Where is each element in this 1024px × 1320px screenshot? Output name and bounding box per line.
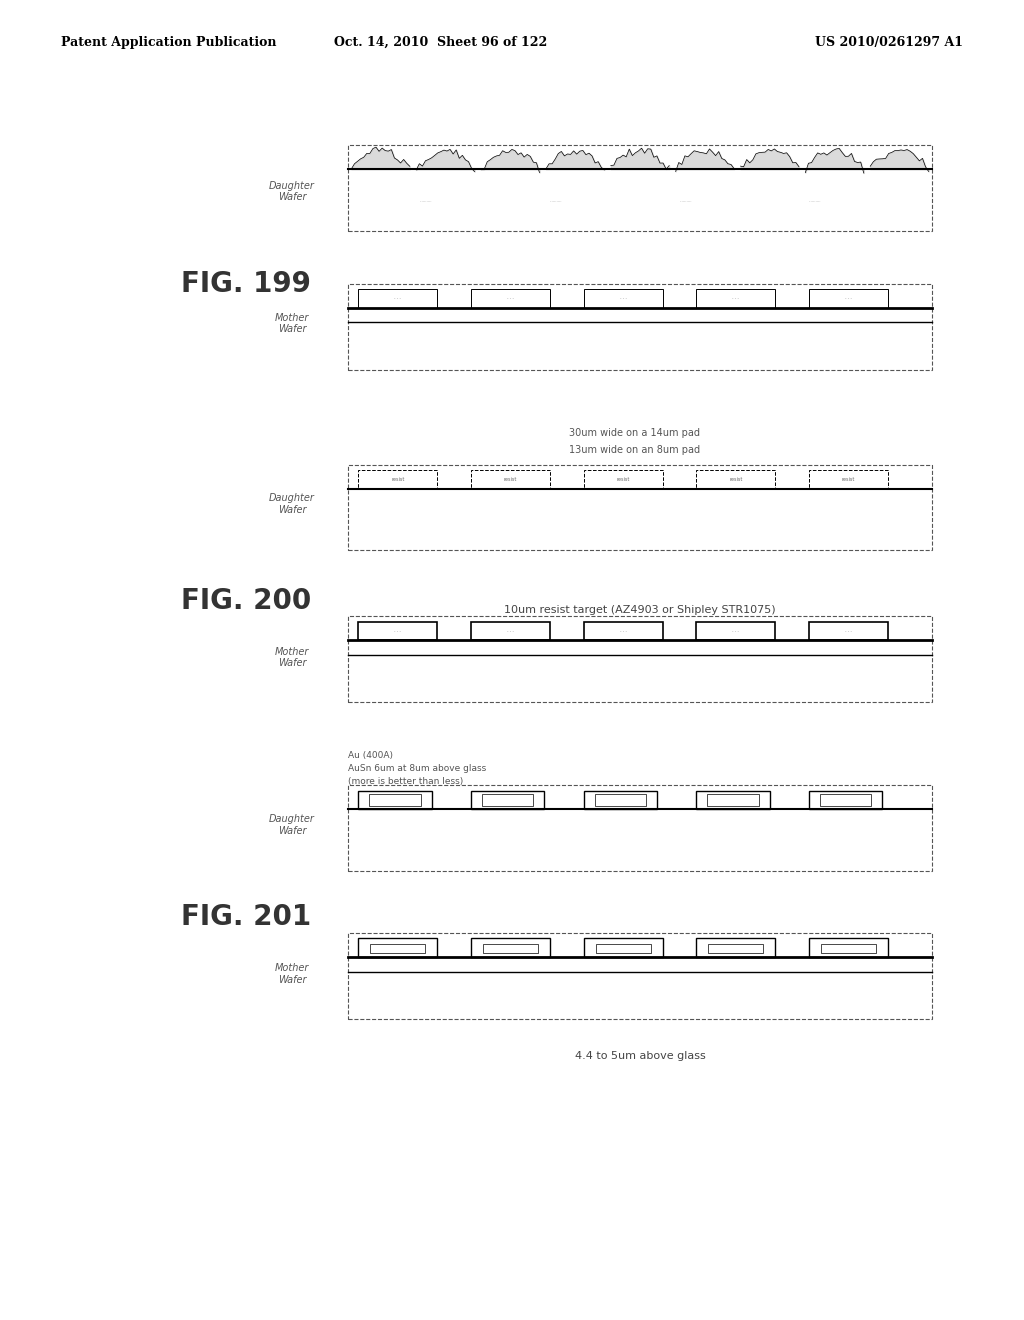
- Bar: [348, 284, 932, 370]
- Text: FIG. 200: FIG. 200: [180, 586, 311, 615]
- Bar: [358, 939, 437, 957]
- Text: US 2010/0261297 A1: US 2010/0261297 A1: [814, 36, 963, 49]
- Text: resist: resist: [616, 477, 630, 482]
- Bar: [471, 289, 550, 308]
- Text: ..........: ..........: [679, 199, 691, 203]
- Bar: [348, 933, 932, 1019]
- Text: 13um wide on an 8um pad: 13um wide on an 8um pad: [569, 445, 700, 455]
- Bar: [584, 791, 657, 809]
- Bar: [358, 791, 432, 809]
- Bar: [471, 939, 550, 957]
- Text: 30um wide on a 14um pad: 30um wide on a 14um pad: [569, 428, 700, 438]
- Text: - - -: - - -: [394, 630, 401, 634]
- Text: - - -: - - -: [507, 297, 514, 301]
- Bar: [696, 791, 770, 809]
- Bar: [696, 289, 775, 308]
- Bar: [595, 795, 646, 805]
- Text: Mother
Wafer: Mother Wafer: [274, 964, 309, 985]
- Text: AuSn 6um at 8um above glass: AuSn 6um at 8um above glass: [348, 764, 486, 772]
- Bar: [584, 939, 663, 957]
- Bar: [471, 622, 550, 640]
- Text: FIG. 201: FIG. 201: [180, 903, 311, 932]
- Bar: [371, 944, 425, 953]
- Text: resist: resist: [842, 477, 855, 482]
- Text: ..........: ..........: [550, 199, 562, 203]
- Text: - - -: - - -: [620, 297, 627, 301]
- Bar: [482, 795, 534, 805]
- Bar: [596, 944, 650, 953]
- Text: 10um resist target (AZ4903 or Shipley STR1075): 10um resist target (AZ4903 or Shipley ST…: [504, 605, 776, 615]
- Text: Patent Application Publication: Patent Application Publication: [61, 36, 276, 49]
- Bar: [809, 289, 888, 308]
- Bar: [821, 944, 876, 953]
- Text: Mother
Wafer: Mother Wafer: [274, 647, 309, 668]
- Text: Daughter
Wafer: Daughter Wafer: [269, 494, 314, 515]
- Text: Daughter
Wafer: Daughter Wafer: [269, 814, 314, 836]
- Bar: [348, 465, 932, 550]
- Text: - - -: - - -: [732, 630, 739, 634]
- Text: - - -: - - -: [620, 630, 627, 634]
- Text: - - -: - - -: [845, 297, 852, 301]
- Bar: [809, 470, 888, 488]
- Bar: [696, 470, 775, 488]
- Bar: [709, 944, 763, 953]
- Text: (more is better than less): (more is better than less): [348, 777, 464, 785]
- Bar: [370, 795, 421, 805]
- Bar: [809, 622, 888, 640]
- Bar: [820, 795, 871, 805]
- Text: 4.4 to 5um above glass: 4.4 to 5um above glass: [574, 1051, 706, 1061]
- Text: Oct. 14, 2010  Sheet 96 of 122: Oct. 14, 2010 Sheet 96 of 122: [334, 36, 547, 49]
- Text: resist: resist: [391, 477, 404, 482]
- Bar: [471, 791, 545, 809]
- Text: ..........: ..........: [809, 199, 821, 203]
- Bar: [358, 622, 437, 640]
- Text: resist: resist: [504, 477, 517, 482]
- Text: - - -: - - -: [845, 630, 852, 634]
- Bar: [584, 470, 663, 488]
- Bar: [483, 944, 538, 953]
- Bar: [809, 791, 883, 809]
- Bar: [584, 289, 663, 308]
- Bar: [348, 145, 932, 231]
- Bar: [348, 785, 932, 871]
- Text: - - -: - - -: [732, 297, 739, 301]
- Text: Au (400A): Au (400A): [348, 751, 393, 759]
- Bar: [708, 795, 759, 805]
- Bar: [348, 616, 932, 702]
- Text: ..........: ..........: [420, 199, 432, 203]
- Text: - - -: - - -: [507, 630, 514, 634]
- Bar: [358, 289, 437, 308]
- Text: Daughter
Wafer: Daughter Wafer: [269, 181, 314, 202]
- Text: - - -: - - -: [394, 297, 401, 301]
- Text: Mother
Wafer: Mother Wafer: [274, 313, 309, 334]
- Text: resist: resist: [729, 477, 742, 482]
- Bar: [696, 622, 775, 640]
- Bar: [471, 470, 550, 488]
- Bar: [809, 939, 888, 957]
- Bar: [584, 622, 663, 640]
- Bar: [358, 470, 437, 488]
- Bar: [696, 939, 775, 957]
- Text: FIG. 199: FIG. 199: [181, 269, 310, 298]
